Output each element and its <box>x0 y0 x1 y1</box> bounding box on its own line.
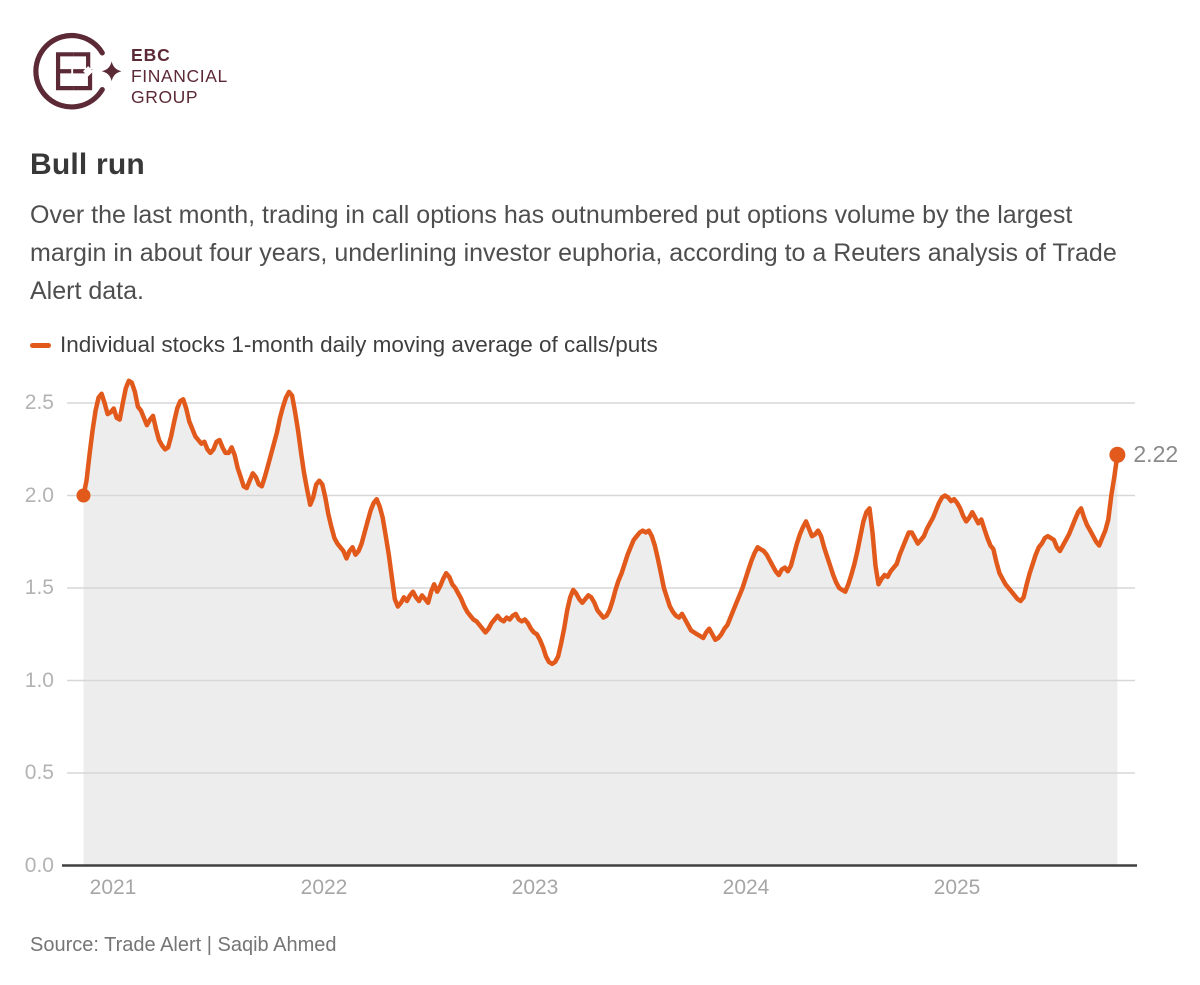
x-axis-label-2024: 2024 <box>722 876 770 899</box>
series-line <box>81 378 1120 667</box>
legend: Individual stocks 1-month daily moving a… <box>30 332 658 358</box>
legend-label: Individual stocks 1-month daily moving a… <box>60 332 658 357</box>
ebc-logo-icon <box>33 33 122 110</box>
y-axis-label-1.0: 1.0 <box>24 668 54 692</box>
legend-line-swatch <box>30 342 51 348</box>
logo-line-2: FINANCIAL <box>131 65 228 86</box>
x-axis-label-2021: 2021 <box>89 876 137 899</box>
page-title: Bull run <box>30 148 145 181</box>
x-axis-label-2023: 2023 <box>511 876 559 899</box>
y-axis-label-2.5: 2.5 <box>24 391 54 414</box>
y-axis-label-0.5: 0.5 <box>24 761 54 784</box>
y-axis-label-1.5: 1.5 <box>24 576 54 599</box>
series-start-dot <box>76 488 91 503</box>
ebc-logo-text: EBC FINANCIAL GROUP <box>131 45 228 108</box>
series-end-dot <box>1109 446 1126 463</box>
chart-description: Over the last month, trading in call opt… <box>30 201 1117 305</box>
logo-line-3: GROUP <box>131 86 199 107</box>
x-axis-label-2025: 2025 <box>933 876 981 899</box>
series-area-fill <box>83 380 1118 866</box>
source-credit: Source: Trade Alert | Saqib Ahmed <box>30 934 337 956</box>
last-value-label: 2.22 <box>1133 440 1179 467</box>
y-axis-label-2.0: 2.0 <box>24 483 54 507</box>
ebc-logo: EBC FINANCIAL GROUP <box>28 28 228 122</box>
logo-line-1: EBC <box>131 44 171 65</box>
y-axis-label-0.0: 0.0 <box>24 853 54 877</box>
x-axis-label-2022: 2022 <box>300 876 348 899</box>
